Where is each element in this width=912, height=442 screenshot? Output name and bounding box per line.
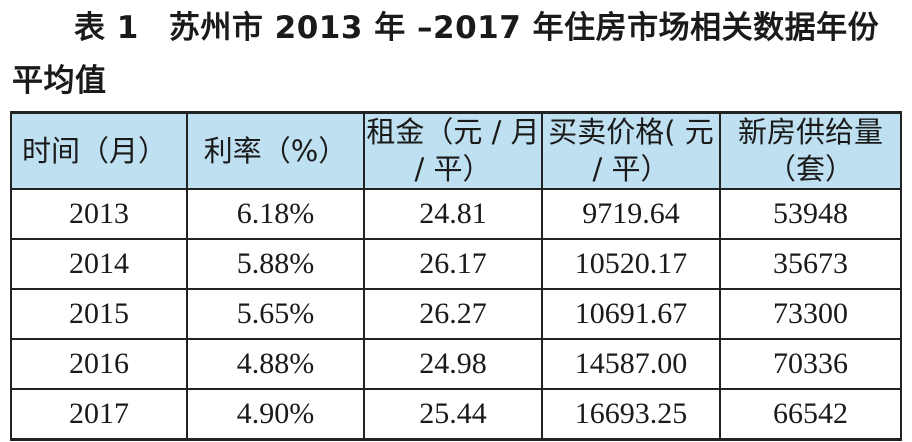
cell-new-housing-supply: 70336 bbox=[719, 338, 902, 390]
cell-sale-price: 14587.00 bbox=[541, 338, 721, 390]
table-number: 表 1 bbox=[74, 10, 139, 46]
cell-year: 2014 bbox=[10, 238, 188, 290]
table-row: 2016 4.88% 24.98 14587.00 70336 bbox=[10, 338, 902, 390]
cell-rent: 25.44 bbox=[363, 388, 543, 441]
cell-interest-rate: 6.18% bbox=[186, 188, 365, 240]
cell-new-housing-supply: 35673 bbox=[719, 238, 902, 290]
cell-sale-price: 10691.67 bbox=[541, 288, 721, 340]
table-title: 苏州市 2013 年 –2017 年住房市场相关数据年份平均值 bbox=[12, 10, 880, 99]
cell-year: 2015 bbox=[10, 288, 188, 340]
cell-interest-rate: 5.88% bbox=[186, 238, 365, 290]
cell-sale-price: 9719.64 bbox=[541, 188, 721, 240]
header-rent: 租金（元 / 月 / 平） bbox=[363, 111, 543, 190]
cell-new-housing-supply: 73300 bbox=[719, 288, 902, 340]
cell-rent: 26.27 bbox=[363, 288, 543, 340]
header-sale-price: 买卖价格( 元 / 平） bbox=[541, 111, 721, 190]
header-time: 时间（月） bbox=[10, 111, 188, 190]
cell-sale-price: 10520.17 bbox=[541, 238, 721, 290]
cell-year: 2013 bbox=[10, 188, 188, 240]
table-caption: 表 1 苏州市 2013 年 –2017 年住房市场相关数据年份平均值 bbox=[12, 2, 907, 108]
table-row: 2015 5.65% 26.27 10691.67 73300 bbox=[10, 288, 902, 340]
cell-rent: 24.98 bbox=[363, 338, 543, 390]
cell-year: 2016 bbox=[10, 338, 188, 390]
cell-rent: 24.81 bbox=[363, 188, 543, 240]
table-row: 2014 5.88% 26.17 10520.17 35673 bbox=[10, 238, 902, 290]
cell-new-housing-supply: 66542 bbox=[719, 388, 902, 441]
header-row: 时间（月） 利率（%） 租金（元 / 月 / 平） 买卖价格( 元 / 平） 新… bbox=[10, 111, 902, 190]
cell-sale-price: 16693.25 bbox=[541, 388, 721, 441]
header-new-housing-supply: 新房供给量（套） bbox=[719, 111, 902, 190]
cell-interest-rate: 4.90% bbox=[186, 388, 365, 441]
cell-interest-rate: 4.88% bbox=[186, 338, 365, 390]
cell-interest-rate: 5.65% bbox=[186, 288, 365, 340]
cell-new-housing-supply: 53948 bbox=[719, 188, 902, 240]
table-row: 2017 4.90% 25.44 16693.25 66542 bbox=[10, 388, 902, 441]
cell-year: 2017 bbox=[10, 388, 188, 441]
data-table: 时间（月） 利率（%） 租金（元 / 月 / 平） 买卖价格( 元 / 平） 新… bbox=[10, 111, 902, 441]
header-interest-rate: 利率（%） bbox=[186, 111, 365, 190]
table-row: 2013 6.18% 24.81 9719.64 53948 bbox=[10, 188, 902, 240]
cell-rent: 26.17 bbox=[363, 238, 543, 290]
